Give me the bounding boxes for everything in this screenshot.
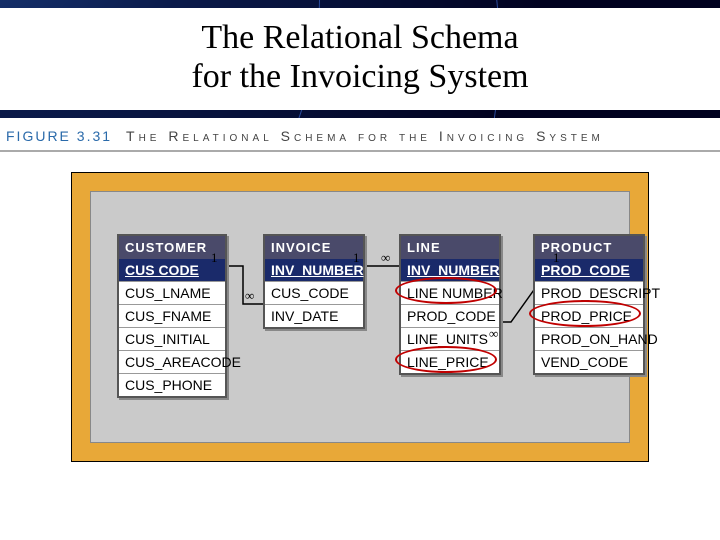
slide-title: The Relational Schema for the Invoicing …	[0, 8, 720, 110]
cardinality-label: ∞	[381, 250, 390, 266]
diagram-stage: CUSTOMERCUS CODECUS_LNAMECUS_FNAMECUS_IN…	[71, 172, 649, 462]
field: LINE_PRICE	[401, 350, 499, 373]
table-header: INVOICE	[265, 236, 363, 259]
field: CUS CODE	[119, 259, 225, 281]
field: VEND_CODE	[535, 350, 643, 373]
table-header: LINE	[401, 236, 499, 259]
figure-label: FIGURE 3.31 The Relational Schema for th…	[0, 118, 720, 152]
field: CUS_LNAME	[119, 281, 225, 304]
title-line-2: for the Invoicing System	[191, 58, 528, 95]
field: CUS_PHONE	[119, 373, 225, 396]
slide-header: The Relational Schema for the Invoicing …	[0, 0, 720, 118]
diagram-inner: CUSTOMERCUS CODECUS_LNAMECUS_FNAMECUS_IN…	[90, 191, 630, 443]
cardinality-label: 1	[211, 250, 218, 266]
table-header: PRODUCT	[535, 236, 643, 259]
field: PROD_CODE	[535, 259, 643, 281]
field: CUS_INITIAL	[119, 327, 225, 350]
cardinality-label: 1	[553, 250, 560, 266]
field: INV_NUMBER	[265, 259, 363, 281]
field: PROD_ON_HAND	[535, 327, 643, 350]
cardinality-label: ∞	[489, 326, 498, 342]
table-product: PRODUCTPROD_CODEPROD_DESCRIPTPROD_PRICEP…	[533, 234, 645, 375]
figure-number: FIGURE 3.31	[6, 128, 112, 144]
field: PROD_DESCRIPT	[535, 281, 643, 304]
table-invoice: INVOICEINV_NUMBERCUS_CODEINV_DATE	[263, 234, 365, 329]
title-line-1: The Relational Schema	[201, 19, 518, 56]
field: CUS_CODE	[265, 281, 363, 304]
field: LINE_UNITS	[401, 327, 499, 350]
cardinality-label: 1	[353, 250, 360, 266]
field: CUS_FNAME	[119, 304, 225, 327]
field: PROD_CODE	[401, 304, 499, 327]
cardinality-label: ∞	[245, 288, 254, 304]
table-header: CUSTOMER	[119, 236, 225, 259]
field: INV_NUMBER	[401, 259, 499, 281]
field: PROD_PRICE	[535, 304, 643, 327]
field: LINE NUMBER	[401, 281, 499, 304]
table-line: LINEINV_NUMBERLINE NUMBERPROD_CODELINE_U…	[399, 234, 501, 375]
field: CUS_AREACODE	[119, 350, 225, 373]
field: INV_DATE	[265, 304, 363, 327]
figure-caption: The Relational Schema for the Invoicing …	[126, 128, 604, 144]
